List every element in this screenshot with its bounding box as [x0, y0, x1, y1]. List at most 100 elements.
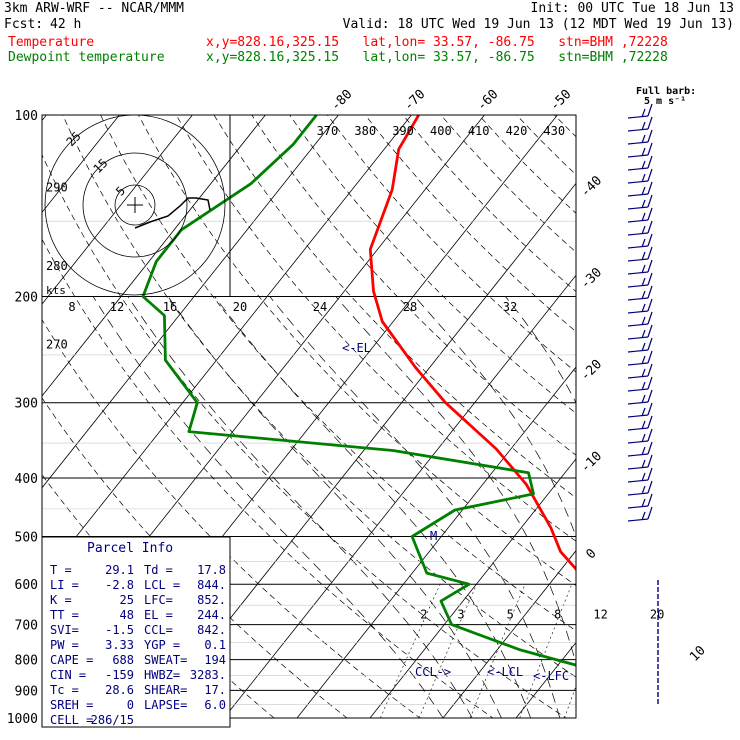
wind-barb: [627, 336, 649, 340]
parcel-label: SWEAT=: [144, 653, 187, 667]
wind-barb: [641, 355, 646, 365]
hodograph-speed-label: 8: [68, 300, 75, 314]
theta-tick-label: 270: [46, 337, 68, 351]
wind-barb: [641, 186, 646, 196]
temperature-tick-label: -80: [328, 87, 355, 114]
wind-barb: [641, 212, 646, 222]
wind-barb: [641, 420, 646, 430]
dewpoint-legend: Dewpoint temperature: [8, 50, 165, 65]
wind-barb: [641, 277, 646, 287]
wind-legend: Full barb:: [636, 86, 696, 97]
wind-barb: [627, 479, 649, 483]
wind-barb: [647, 272, 653, 286]
parcel-value: 17.8: [197, 563, 226, 577]
wind-barb: [641, 173, 646, 183]
parcel-value: -159: [105, 668, 134, 682]
wind-barb: [627, 349, 649, 353]
isotherm: [652, 87, 740, 730]
temperature-tick-label: 0: [583, 546, 599, 562]
wind-barb: [627, 375, 649, 379]
hodograph: [44, 114, 226, 296]
wind-barb: [641, 329, 646, 339]
wind-barb: [641, 199, 646, 209]
wind-barb: [647, 142, 653, 156]
wind-barb: [627, 518, 649, 522]
wind-barb: [641, 368, 646, 378]
parcel-label: HWBZ=: [144, 668, 180, 682]
wind-barb: [647, 493, 653, 507]
pressure-tick-label: 900: [15, 684, 38, 699]
moist-adiabat: [214, 296, 531, 718]
wind-barb: [627, 232, 649, 236]
level-annotation: <-LFC: [533, 669, 569, 683]
wind-barb: [627, 219, 649, 223]
wind-barb: [627, 284, 649, 288]
hodograph-speed-label: 28: [403, 300, 417, 314]
pressure-tick-label: 600: [15, 578, 38, 593]
plot-area: [42, 87, 740, 731]
valid-time: Valid: 18 UTC Wed 19 Jun 13 (12 MDT Wed …: [342, 17, 734, 32]
pressure-tick-label: 700: [15, 619, 38, 634]
hodograph-ring: [114, 184, 156, 226]
isotherm: [442, 550, 576, 718]
wind-barb: [641, 433, 646, 443]
wind-barb: [627, 492, 649, 496]
pressure-tick-label: 500: [15, 530, 38, 545]
wind-barb: [627, 440, 649, 444]
isotherm: [42, 115, 266, 397]
wind-barb: [627, 414, 649, 418]
wind-barb: [641, 264, 646, 274]
dry-adiabat: [706, 115, 740, 731]
dry-adiabat: [364, 115, 576, 333]
wind-barb: [641, 251, 646, 261]
forecast-hour: 42 h: [50, 17, 82, 32]
hodograph-speed-label: 32: [503, 300, 517, 314]
parcel-label: CIN =: [50, 668, 86, 682]
wind-barbs: [627, 103, 659, 704]
wind-barb: [647, 480, 653, 494]
parcel-value: 3283.: [190, 668, 226, 682]
wind-barb: [647, 155, 653, 169]
wind-barb: [647, 441, 653, 455]
wind-barb: [647, 194, 653, 208]
temperature-tick-label: -60: [474, 87, 501, 114]
parcel-label: CCL=: [144, 623, 173, 637]
dry-adiabat: [42, 318, 421, 718]
wind-barb: [627, 115, 649, 119]
wind-barb: [627, 128, 649, 132]
hodograph-units: kts: [46, 284, 66, 297]
theta-tick-label: 380: [354, 124, 376, 138]
temperature-location: x,y=828.16,325.15 lat,lon= 33.57, -86.75…: [206, 35, 668, 50]
temperature-tick-label: -70: [401, 87, 428, 114]
model-title: 3km ARW-WRF -- NCAR/MMM: [4, 1, 185, 16]
moist-adiabat: [335, 296, 576, 666]
wind-barb: [627, 453, 649, 457]
init-time: Init: 00 UTC Tue 18 Jun 13: [530, 1, 735, 16]
wind-barb: [647, 428, 653, 442]
mixing-ratio-label: 3: [457, 608, 464, 622]
wind-barb: [647, 285, 653, 299]
temperature-tick-label: -10: [578, 449, 605, 476]
parcel-label: CELL =: [50, 713, 93, 727]
parcel-label: LI =: [50, 578, 79, 592]
mixing-ratio-label: 8: [554, 608, 561, 622]
parcel-label: PW =: [50, 638, 79, 652]
parcel-value: 0.1: [204, 638, 226, 652]
dry-adiabat: [213, 115, 576, 499]
wind-barb: [641, 134, 646, 144]
dry-adiabat: [42, 238, 494, 718]
wind-barb: [641, 147, 646, 157]
wind-barb: [647, 311, 653, 325]
wind-barb: [647, 389, 653, 403]
isotherm: [515, 641, 576, 718]
wind-barb: [627, 271, 649, 275]
wind-legend: 5 m s⁻¹: [644, 96, 686, 107]
parcel-label: CAPE =: [50, 653, 93, 667]
wind-barb: [641, 511, 646, 521]
dry-adiabat: [327, 115, 576, 373]
wind-barb: [627, 180, 649, 184]
parcel-value: 17.: [204, 683, 226, 697]
wind-barb: [627, 245, 649, 249]
dry-adiabat: [251, 115, 576, 456]
